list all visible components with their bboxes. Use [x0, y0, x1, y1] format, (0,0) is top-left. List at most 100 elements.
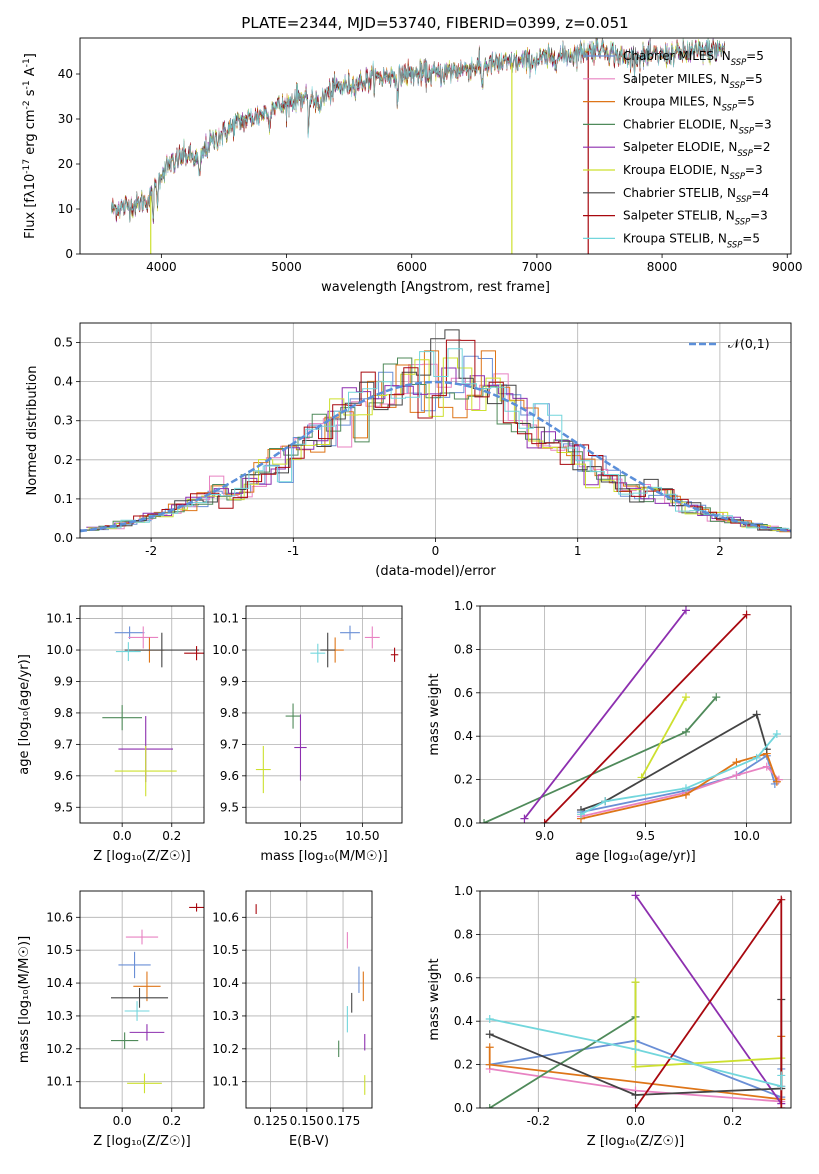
axes-mass_age: 10.25 10.50 9.5 9.6 9.7 9.8 9.9 10.0 10.1 mass [l…: [212, 605, 403, 864]
y-tick-label: 10.1: [46, 612, 73, 626]
legend-label: Salpeter STELIB, NSSP=3: [623, 209, 768, 227]
weight-line-cs: [580, 713, 768, 811]
gridlines: [80, 891, 204, 1108]
x-tick-label: 0.0: [626, 1114, 645, 1128]
y-tick-label: 0.2: [454, 773, 473, 787]
y-tick-label: 10.3: [212, 1009, 239, 1023]
y-tick-label: 10.2: [212, 1042, 239, 1056]
x-tick-label: 0: [432, 544, 440, 558]
x-tick-label: 2: [716, 544, 724, 558]
legend-label: Chabrier MILES, NSSP=5: [623, 49, 764, 67]
x-axis-label: age [log₁₀(age/yr)]: [575, 849, 696, 864]
weight-marker-ss: [631, 1104, 640, 1108]
weight-line-se: [523, 609, 687, 820]
plot-area: [111, 903, 204, 1094]
weight-marker-ss: [540, 819, 549, 823]
weight-line-ss: [634, 896, 783, 1108]
axes-z_weight: -0.2 0.0 0.2 0.0 0.2 0.4 0.6 0.8 1.0 Z [log₁₀(Z/Z…: [427, 884, 792, 1149]
weight-marker-ks: [777, 1071, 786, 1080]
y-tick-label: 0.3: [54, 414, 73, 428]
weight-marker-ss: [742, 610, 751, 619]
x-axis-label: E(B-V): [289, 1134, 329, 1149]
x-tick-label: 1: [574, 544, 582, 558]
y-tick-label: 0.4: [54, 375, 73, 389]
y-axis-label: mass [log₁₀(M/M☉)]: [17, 936, 32, 1063]
y-tick-label: 9.9: [220, 674, 239, 688]
y-tick-label: 10.5: [212, 943, 239, 957]
weight-marker-ks: [576, 810, 585, 819]
weight-marker-km: [485, 1060, 494, 1069]
x-tick-label: 6000: [396, 260, 427, 274]
y-tick-label: 10.4: [46, 976, 73, 990]
axes-frame: [479, 605, 792, 824]
x-tick-label: 0.2: [162, 829, 181, 843]
weight-line-se: [634, 894, 783, 1105]
y-tick-label: 0.1: [54, 492, 73, 506]
plot-area: [102, 626, 204, 797]
x-axis-label: Z [log₁₀(Z/Z☉)]: [93, 849, 190, 864]
x-tick-label: 0.0: [113, 829, 132, 843]
weight-marker-ke: [631, 978, 640, 987]
x-tick-label: 0.150: [290, 1114, 324, 1128]
weight-marker-se: [631, 891, 640, 900]
y-axis-label: mass weight: [427, 673, 442, 755]
gridlines: [480, 605, 791, 824]
gridlines: [246, 606, 402, 823]
plot-area: [255, 625, 399, 794]
axes-spectrum: 4000 5000 6000 7000 8000 9000 0 10 20 30 40 wavelen…: [22, 37, 803, 295]
y-axis-label: age [log₁₀(age/yr)]: [17, 654, 32, 775]
weight-marker-ke: [631, 1062, 640, 1071]
axes-age_weight: 9.0 9.5 10.0 0.0 0.2 0.4 0.6 0.8 1.0 age [log₁₀(a…: [427, 599, 792, 864]
legend-label: Chabrier ELODIE, NSSP=3: [623, 117, 772, 135]
axes-frame: [79, 890, 205, 1109]
y-tick-label: 10.0: [46, 643, 73, 657]
axes-z_mass: 0.0 0.2 10.1 10.2 10.3 10.4 10.5 10.6 Z [log₁₀(Z…: [17, 890, 205, 1149]
x-tick-label: 5000: [271, 260, 302, 274]
weight-marker-km: [732, 758, 741, 767]
weight-marker-cm: [770, 779, 779, 788]
gridlines: [246, 891, 372, 1108]
y-tick-label: 9.5: [220, 800, 239, 814]
x-tick-label: 0.2: [162, 1114, 181, 1128]
y-tick-label: 0.2: [54, 453, 73, 467]
weight-marker-ks: [601, 797, 610, 806]
y-tick-label: 1.0: [454, 884, 473, 898]
weight-marker-km: [772, 777, 781, 786]
y-tick-label: 0.0: [54, 531, 73, 545]
plot-area: [80, 329, 791, 533]
y-tick-label: 0.8: [454, 642, 473, 656]
y-tick-label: 0.0: [454, 1101, 473, 1115]
spectrum-line-ks: [111, 38, 725, 222]
y-tick-label: 1.0: [454, 599, 473, 613]
x-tick-label: 9000: [772, 260, 803, 274]
legend-label: Kroupa ELODIE, NSSP=3: [623, 163, 763, 181]
weight-marker-ks: [485, 1015, 494, 1024]
legend-label: Chabrier STELIB, NSSP=4: [623, 186, 769, 204]
y-tick-label: 0.4: [454, 1014, 473, 1028]
y-tick-label: 0.0: [454, 816, 473, 830]
y-tick-label: 10.1: [46, 1075, 73, 1089]
x-tick-label: 9.0: [535, 829, 554, 843]
y-tick-label: 10: [58, 202, 73, 216]
y-axis-label: mass weight: [427, 958, 442, 1040]
plot-area: [255, 904, 366, 1095]
y-tick-label: 9.6: [220, 769, 239, 783]
x-tick-label: 0.125: [253, 1114, 287, 1128]
x-tick-label: 10.25: [283, 829, 317, 843]
weight-marker-ce: [712, 693, 721, 702]
y-tick-label: 40: [58, 67, 73, 81]
x-tick-label: 7000: [522, 260, 553, 274]
weight-marker-ks: [681, 784, 690, 793]
axes-frame: [245, 605, 403, 824]
weight-marker-ss: [777, 1104, 786, 1108]
weight-marker-cs: [752, 710, 761, 719]
weight-line-ks: [489, 1018, 783, 1088]
y-tick-label: 9.9: [54, 674, 73, 688]
y-axis-label: Normed distribution: [25, 366, 40, 496]
x-tick-label: -2: [145, 544, 157, 558]
legend-label: Salpeter MILES, NSSP=5: [623, 72, 763, 90]
weight-marker-ks: [752, 753, 761, 762]
y-tick-label: 0.6: [454, 971, 473, 985]
weight-marker-se: [681, 606, 690, 615]
